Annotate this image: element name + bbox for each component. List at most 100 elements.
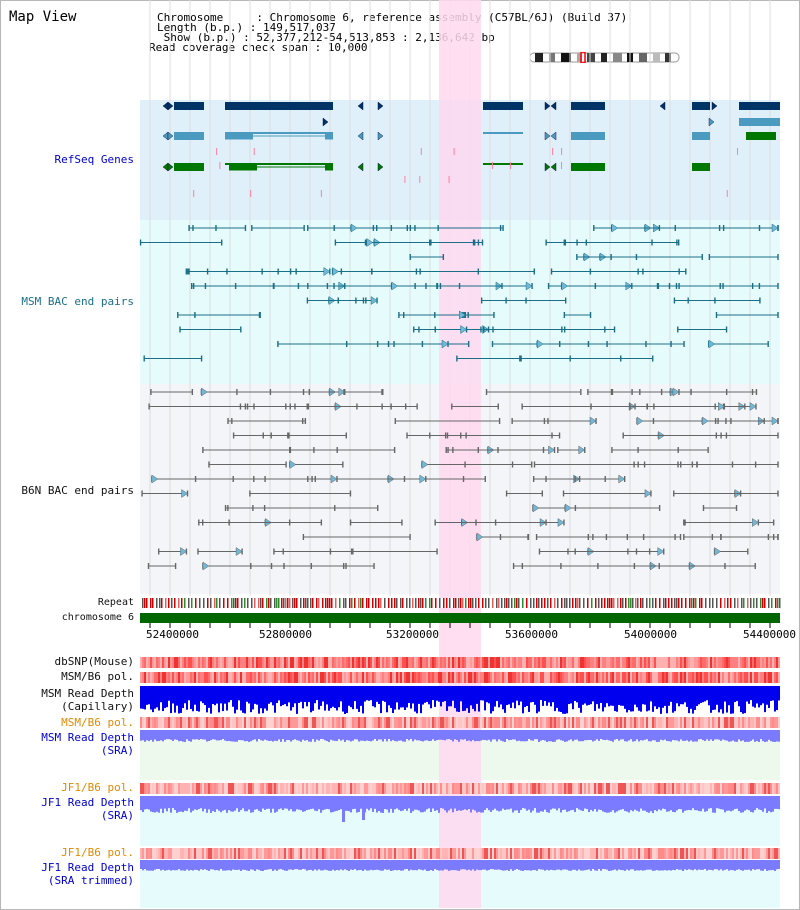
- dbsnp-bin: [718, 657, 720, 668]
- msm-depth-capillary-bin: [246, 686, 248, 702]
- dbsnp-bin: [310, 657, 312, 668]
- jf1-b6-pol-2-bin: [734, 848, 736, 859]
- jf1-depth-sra-bin: [456, 796, 458, 812]
- jf1-depth-sra-bin: [638, 796, 640, 812]
- track-label-b6n-bac[interactable]: B6N BAC end pairs: [21, 484, 134, 497]
- jf1-b6-pol-2-bin: [676, 848, 678, 859]
- msm-depth-capillary-bin: [634, 686, 636, 705]
- msm-depth-sra-bin: [620, 730, 622, 740]
- jf1-b6-pol-2-bin: [596, 848, 598, 859]
- msm-b6-pol-2-bin: [338, 717, 340, 728]
- jf1-depth-sra-bin: [550, 796, 552, 810]
- track-label-jf1-depth-trimmed[interactable]: JF1 Read Depth (SRA trimmed): [41, 861, 134, 887]
- jf1-depth-trimmed-bin: [214, 860, 216, 871]
- jf1-b6-pol-2-bin: [508, 848, 510, 859]
- dbsnp-bin: [456, 657, 458, 668]
- track-label-msm-b6-pol-2[interactable]: MSM/B6 pol.: [61, 716, 134, 729]
- jf1-b6-pol-2-bin: [446, 848, 448, 859]
- dbsnp-bin: [740, 657, 742, 668]
- msm-b6-pol-bin: [704, 672, 706, 683]
- msm-b6-pol-bin: [476, 672, 478, 683]
- jf1-depth-sra-bin: [420, 796, 422, 813]
- track-label-jf1-b6-pol[interactable]: JF1/B6 pol.: [61, 781, 134, 794]
- msm-depth-capillary-bin: [366, 686, 368, 701]
- jf1-depth-trimmed-bin: [222, 860, 224, 871]
- dbsnp-bin: [758, 657, 760, 668]
- msm-depth-sra-bin: [514, 730, 516, 740]
- msm-b6-pol-bin: [672, 672, 674, 683]
- msm-b6-pol-2-bin: [318, 717, 320, 728]
- jf1-b6-pol-2-bin: [344, 848, 346, 859]
- msm-b6-pol-bin: [540, 672, 542, 683]
- msm-b6-pol-bin: [596, 672, 598, 683]
- msm-depth-sra-bin: [764, 730, 766, 742]
- msm-depth-capillary-bin: [620, 686, 622, 706]
- jf1-depth-sra-bin: [552, 796, 554, 809]
- jf1-depth-trimmed-bin: [284, 860, 286, 871]
- msm-depth-sra-bin: [542, 730, 544, 741]
- msm-depth-capillary-bin: [330, 686, 332, 709]
- jf1-b6-pol-2-bin: [666, 848, 668, 859]
- track-label-dbsnp[interactable]: dbSNP(Mouse): [54, 655, 134, 668]
- track-label-jf1-b6-pol-2[interactable]: JF1/B6 pol.: [61, 846, 134, 859]
- msm-depth-sra-bin: [744, 730, 746, 742]
- msm-depth-capillary-bin: [528, 686, 530, 712]
- track-label-refseq[interactable]: RefSeq Genes: [54, 153, 134, 166]
- msm-depth-sra-bin: [296, 730, 298, 741]
- msm-depth-capillary-bin: [224, 686, 226, 704]
- msm-b6-pol-2-bin: [612, 717, 614, 728]
- msm-b6-pol-bin: [588, 672, 590, 683]
- msm-depth-sra-bin: [338, 730, 340, 740]
- b6n-bac-pair-arrow: [557, 518, 565, 527]
- msm-depth-sra-bin: [512, 730, 514, 740]
- msm-depth-capillary-bin: [200, 686, 202, 702]
- jf1-b6-pol-bin: [444, 783, 446, 794]
- jf1-b6-pol-bin: [478, 783, 480, 794]
- msm-b6-pol-bin: [308, 672, 310, 683]
- msm-b6-pol-2-bin: [426, 717, 428, 728]
- jf1-depth-sra-bin: [428, 796, 430, 809]
- msm-b6-pol-2-bin: [428, 717, 430, 728]
- jf1-depth-sra-bin: [622, 796, 624, 810]
- jf1-b6-pol-bin: [606, 783, 608, 794]
- b6n-bac-pair-arrow: [752, 518, 759, 527]
- jf1-b6-pol-2-bin: [688, 848, 690, 859]
- msm-depth-sra-bin: [266, 730, 268, 741]
- msm-b6-pol-bin: [536, 672, 538, 683]
- repeat-element: [300, 598, 302, 608]
- msm-b6-pol-2-bin: [376, 717, 378, 728]
- jf1-depth-trimmed-bin: [702, 860, 704, 870]
- track-label-msm-depth-capillary[interactable]: MSM Read Depth (Capillary): [41, 687, 134, 713]
- jf1-b6-pol-2-bin: [486, 848, 488, 859]
- jf1-depth-trimmed-bin: [642, 860, 644, 871]
- repeat-element: [305, 598, 307, 608]
- dbsnp-bin: [382, 657, 384, 668]
- track-label-msm-bac[interactable]: MSM BAC end pairs: [21, 295, 134, 308]
- track-label-msm-depth-sra[interactable]: MSM Read Depth (SRA): [41, 731, 134, 757]
- repeat-element: [439, 598, 441, 608]
- jf1-b6-pol-bin: [150, 783, 152, 794]
- jf1-depth-sra-bin: [366, 796, 368, 809]
- msm-b6-pol-bin: [346, 672, 348, 683]
- jf1-b6-pol-bin: [688, 783, 690, 794]
- msm-b6-pol-2-bin: [328, 717, 330, 728]
- track-label-chromosome[interactable]: chromosome 6: [61, 612, 134, 623]
- jf1-b6-pol-bin: [192, 783, 194, 794]
- jf1-depth-sra-bin: [620, 796, 622, 810]
- repeat-element: [734, 598, 736, 608]
- track-label-repeat[interactable]: Repeat: [97, 597, 134, 608]
- msm-depth-capillary-bin: [506, 686, 508, 706]
- msm-depth-sra-bin: [710, 730, 712, 740]
- dbsnp-bin: [296, 657, 298, 668]
- dbsnp-bin: [424, 657, 426, 668]
- jf1-b6-pol-2-bin: [700, 848, 702, 859]
- msm-depth-sra-bin: [654, 730, 656, 741]
- dbsnp-bin: [406, 657, 408, 668]
- jf1-b6-pol-bin: [626, 783, 628, 794]
- track-label-msm-b6-pol[interactable]: MSM/B6 pol.: [61, 670, 134, 683]
- dbsnp-bin: [658, 657, 660, 668]
- msm-depth-sra-bin: [730, 730, 732, 742]
- msm-depth-capillary-bin: [378, 686, 380, 704]
- track-label-jf1-depth-sra[interactable]: JF1 Read Depth (SRA): [41, 796, 134, 822]
